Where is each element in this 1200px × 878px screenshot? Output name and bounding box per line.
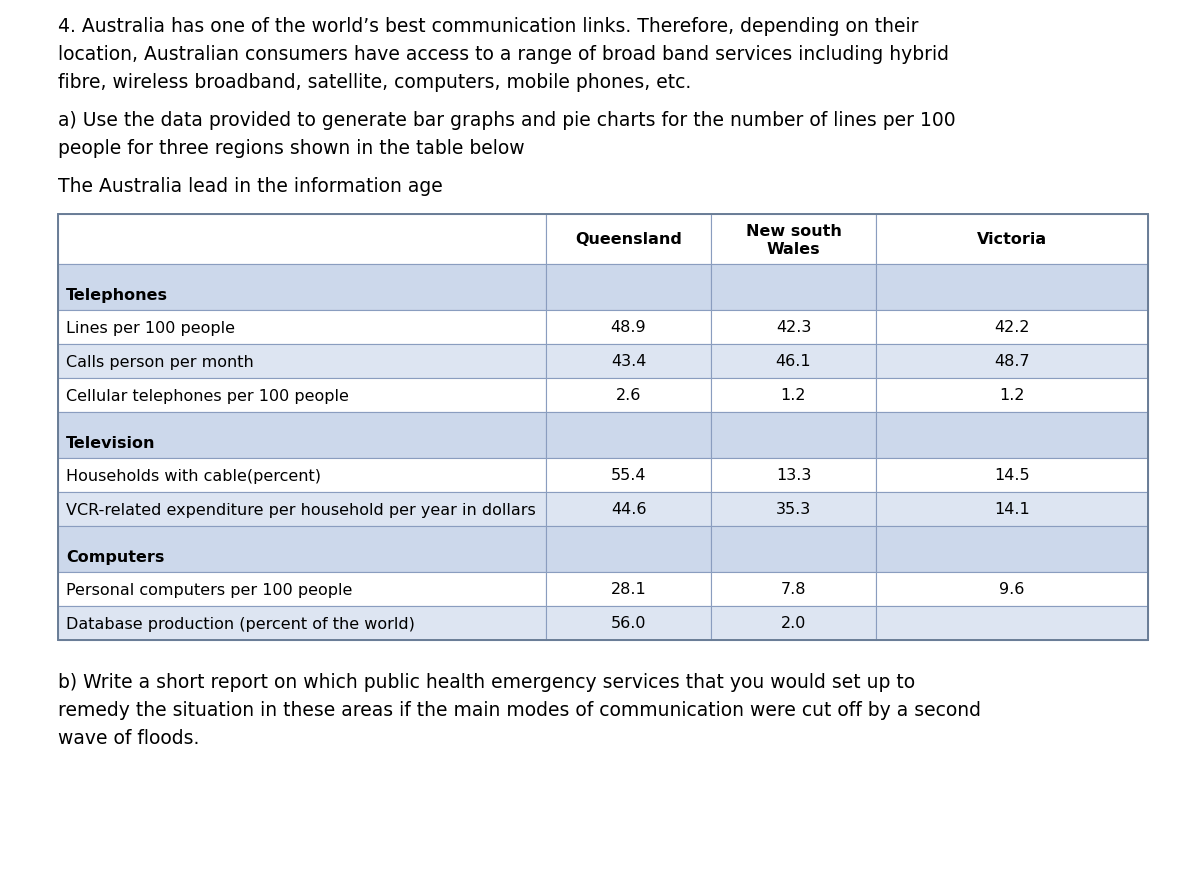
Bar: [710, 527, 876, 572]
Text: fibre, wireless broadband, satellite, computers, mobile phones, etc.: fibre, wireless broadband, satellite, co…: [58, 73, 691, 92]
Text: 48.9: 48.9: [611, 320, 647, 335]
Bar: [546, 264, 710, 311]
Bar: [710, 572, 876, 607]
Text: 1.2: 1.2: [1000, 388, 1025, 403]
Text: people for three regions shown in the table below: people for three regions shown in the ta…: [58, 139, 524, 158]
Text: 4. Australia has one of the world’s best communication links. Therefore, dependi: 4. Australia has one of the world’s best…: [58, 17, 918, 36]
Bar: [876, 458, 1148, 493]
Text: 2.0: 2.0: [781, 615, 806, 630]
Text: 48.7: 48.7: [994, 354, 1030, 369]
Bar: [58, 413, 546, 458]
Text: Cellular telephones per 100 people: Cellular telephones per 100 people: [66, 388, 349, 403]
Text: 2.6: 2.6: [616, 388, 641, 403]
Text: a) Use the data provided to generate bar graphs and pie charts for the number of: a) Use the data provided to generate bar…: [58, 111, 955, 130]
Text: Households with cable(percent): Households with cable(percent): [66, 468, 322, 483]
Bar: [546, 458, 710, 493]
Bar: [546, 344, 710, 378]
Text: 13.3: 13.3: [776, 468, 811, 483]
Text: 55.4: 55.4: [611, 468, 647, 483]
Text: Victoria: Victoria: [977, 233, 1048, 248]
Bar: [546, 413, 710, 458]
Text: 7.8: 7.8: [781, 582, 806, 597]
Text: 14.5: 14.5: [994, 468, 1030, 483]
Bar: [58, 458, 546, 493]
Bar: [546, 572, 710, 607]
Text: remedy the situation in these areas if the main modes of communication were cut : remedy the situation in these areas if t…: [58, 700, 982, 719]
Text: Computers: Computers: [66, 550, 164, 565]
Bar: [546, 527, 710, 572]
Text: VCR-related expenditure per household per year in dollars: VCR-related expenditure per household pe…: [66, 502, 535, 517]
Text: 42.3: 42.3: [776, 320, 811, 335]
Bar: [58, 607, 546, 640]
Text: Television: Television: [66, 435, 156, 450]
Text: b) Write a short report on which public health emergency services that you would: b) Write a short report on which public …: [58, 673, 916, 691]
Text: New south
Wales: New south Wales: [745, 223, 841, 256]
Bar: [710, 344, 876, 378]
Bar: [710, 378, 876, 413]
Bar: [710, 311, 876, 344]
Bar: [58, 344, 546, 378]
Text: location, Australian consumers have access to a range of broad band services inc: location, Australian consumers have acce…: [58, 45, 949, 64]
Text: Telephones: Telephones: [66, 288, 168, 303]
Bar: [58, 311, 546, 344]
Bar: [876, 413, 1148, 458]
Text: Queensland: Queensland: [575, 233, 682, 248]
Text: 35.3: 35.3: [776, 502, 811, 517]
Bar: [710, 607, 876, 640]
Bar: [876, 264, 1148, 311]
Bar: [876, 344, 1148, 378]
Text: 1.2: 1.2: [781, 388, 806, 403]
Bar: [546, 311, 710, 344]
Text: 42.2: 42.2: [995, 320, 1030, 335]
Text: Personal computers per 100 people: Personal computers per 100 people: [66, 582, 353, 597]
Bar: [58, 493, 546, 527]
Bar: [546, 378, 710, 413]
Bar: [710, 264, 876, 311]
Bar: [876, 572, 1148, 607]
Bar: [710, 413, 876, 458]
Bar: [58, 572, 546, 607]
Text: 46.1: 46.1: [775, 354, 811, 369]
Text: The Australia lead in the information age: The Australia lead in the information ag…: [58, 176, 443, 196]
Bar: [58, 378, 546, 413]
Bar: [876, 215, 1148, 264]
Bar: [546, 493, 710, 527]
Text: wave of floods.: wave of floods.: [58, 728, 199, 747]
Bar: [710, 458, 876, 493]
Bar: [58, 215, 546, 264]
Bar: [876, 527, 1148, 572]
Text: Calls person per month: Calls person per month: [66, 354, 253, 369]
Text: Database production (percent of the world): Database production (percent of the worl…: [66, 615, 415, 630]
Text: Lines per 100 people: Lines per 100 people: [66, 320, 235, 335]
Text: 28.1: 28.1: [611, 582, 647, 597]
Bar: [58, 527, 546, 572]
Bar: [876, 378, 1148, 413]
Text: 14.1: 14.1: [994, 502, 1030, 517]
Bar: [58, 264, 546, 311]
Bar: [546, 215, 710, 264]
Bar: [58, 215, 1148, 640]
Bar: [876, 311, 1148, 344]
Bar: [710, 493, 876, 527]
Bar: [876, 607, 1148, 640]
Text: 56.0: 56.0: [611, 615, 647, 630]
Bar: [710, 215, 876, 264]
Text: 44.6: 44.6: [611, 502, 647, 517]
Text: 9.6: 9.6: [1000, 582, 1025, 597]
Bar: [876, 493, 1148, 527]
Text: 43.4: 43.4: [611, 354, 646, 369]
Bar: [546, 607, 710, 640]
